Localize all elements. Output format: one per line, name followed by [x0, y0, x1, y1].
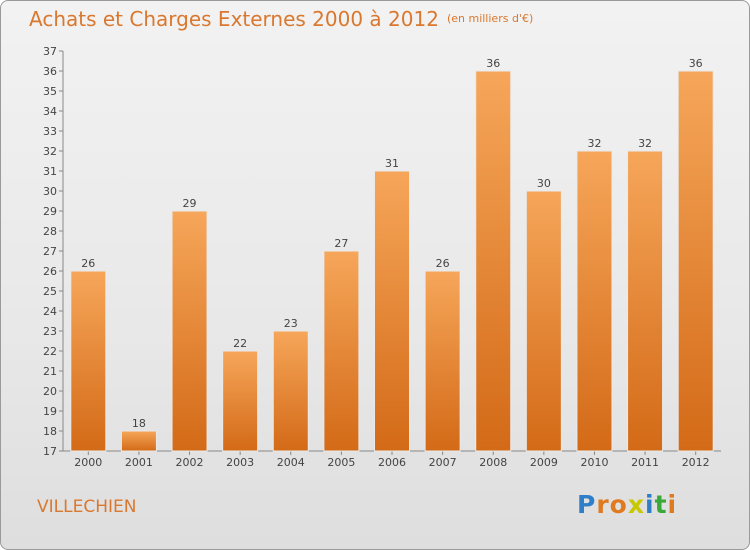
bar-2008 — [475, 70, 512, 452]
bar-value-label: 26 — [436, 257, 450, 270]
y-tick-label: 22 — [43, 345, 57, 358]
y-tick-label: 33 — [43, 125, 57, 138]
bar-value-label: 22 — [233, 337, 247, 350]
bar-2003 — [222, 350, 259, 452]
bar-2000 — [70, 270, 107, 452]
chart-title: Achats et Charges Externes 2000 à 2012 (e… — [29, 7, 533, 31]
bar-value-label: 32 — [587, 137, 601, 150]
y-tick-label: 29 — [43, 205, 57, 218]
x-tick-label: 2010 — [580, 456, 608, 469]
bar-value-label: 31 — [385, 157, 399, 170]
y-tick-label: 28 — [43, 225, 57, 238]
y-tick-label: 32 — [43, 145, 57, 158]
x-tick-label: 2005 — [327, 456, 355, 469]
x-tick-label: 2009 — [530, 456, 558, 469]
y-tick-label: 35 — [43, 85, 57, 98]
y-tick-label: 18 — [43, 425, 57, 438]
bar-value-label: 29 — [183, 197, 197, 210]
logo-letter: i — [667, 490, 678, 519]
y-tick-label: 30 — [43, 185, 57, 198]
axis-layer: 17 18 19 20 21 22 23 24 25 26 27 28 29 30 31 32 33 34 35 36… — [43, 45, 721, 469]
y-tick-label: 19 — [43, 405, 57, 418]
logo-letter: x — [627, 490, 645, 519]
bar-2011 — [627, 150, 664, 452]
y-tick-label: 27 — [43, 245, 57, 258]
bar-2006 — [374, 170, 410, 452]
x-tick-label: 2007 — [429, 456, 457, 469]
bar-2009 — [525, 190, 562, 452]
bar-value-label: 30 — [537, 177, 551, 190]
logo-letter: t — [654, 490, 668, 519]
x-tick-label: 2001 — [125, 456, 153, 469]
y-tick-label: 20 — [43, 385, 57, 398]
chart-unit: (en milliers d'€) — [446, 12, 534, 25]
bar-value-label: 26 — [81, 257, 95, 270]
y-tick-label: 37 — [43, 45, 57, 58]
bar-value-label: 36 — [486, 57, 500, 70]
x-tick-label: 2004 — [277, 456, 305, 469]
label-layer: 26 18 29 22 23 27 31 26 36 30 32 32 36 — [81, 57, 702, 430]
bar-2001 — [120, 430, 157, 452]
bar-2004 — [272, 330, 309, 452]
x-tick-label: 2008 — [479, 456, 507, 469]
bar-2007 — [424, 270, 461, 452]
logo-letter: i — [645, 490, 655, 519]
bar-value-label: 32 — [638, 137, 652, 150]
x-tick-label: 2006 — [378, 456, 406, 469]
logo-letter: r — [596, 490, 610, 519]
proxiti-logo[interactable]: Proxiti — [577, 490, 677, 519]
x-tick-label: 2002 — [176, 456, 204, 469]
y-tick-label: 26 — [43, 265, 57, 278]
logo-letter: o — [609, 490, 628, 519]
logo-letter: P — [577, 490, 597, 519]
y-tick-label: 23 — [43, 325, 57, 338]
bar-2012 — [677, 70, 714, 452]
y-tick-label: 24 — [43, 305, 57, 318]
bar-value-label: 23 — [284, 317, 298, 330]
y-tick-label: 36 — [43, 65, 57, 78]
y-tick-label: 21 — [43, 365, 57, 378]
bar-value-label: 36 — [689, 57, 703, 70]
commune-name: VILLECHIEN — [37, 497, 137, 517]
x-tick-label: 2011 — [631, 456, 659, 469]
bar-2002 — [171, 210, 208, 452]
x-tick-label: 2003 — [226, 456, 254, 469]
y-tick-label: 34 — [43, 105, 57, 118]
bar-2005 — [323, 250, 360, 452]
chart-title-text: Achats et Charges Externes 2000 à 2012 — [29, 7, 439, 31]
bar-2010 — [576, 150, 613, 452]
x-tick-label: 2012 — [682, 456, 710, 469]
bar-value-label: 27 — [334, 237, 348, 250]
y-tick-label: 17 — [43, 445, 57, 458]
x-tick-label: 2000 — [74, 456, 102, 469]
bar-value-label: 18 — [132, 417, 146, 430]
y-tick-label: 25 — [43, 285, 57, 298]
y-tick-label: 31 — [43, 165, 57, 178]
bar-layer — [70, 70, 714, 452]
